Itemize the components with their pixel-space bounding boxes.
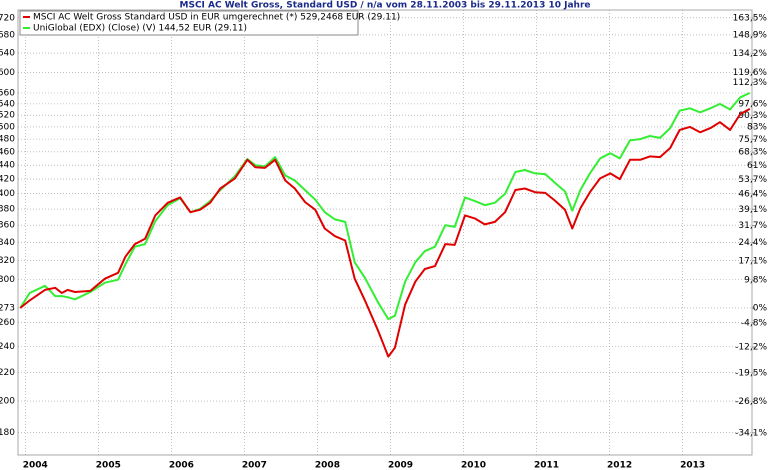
x-tick-label: 2008 — [315, 461, 340, 470]
series-line — [19, 108, 751, 358]
y-tick-label: 500 — [0, 122, 15, 132]
y-tick-label: 440 — [0, 161, 15, 171]
x-tick-label: 2010 — [461, 461, 486, 470]
y-tick-label: 480 — [0, 135, 15, 145]
y2-tick-label: 134,2% — [733, 49, 768, 59]
y-tick-label: 340 — [0, 238, 15, 248]
y2-tick-label: -19,5% — [735, 368, 767, 378]
y2-tick-label: 97,6% — [738, 100, 767, 110]
y-tick-label: 220 — [0, 368, 15, 378]
y2-tick-label: 61% — [747, 161, 767, 171]
y-tick-label: 460 — [0, 147, 15, 157]
y-tick-label: 520 — [0, 111, 15, 121]
y-tick-label: 273 — [0, 303, 15, 313]
y2-tick-label: 90,3% — [738, 111, 767, 121]
y-tick-label: 380 — [0, 205, 15, 215]
y2-tick-label: 31,7% — [738, 221, 767, 231]
y-tick-label: 540 — [0, 99, 15, 109]
y2-tick-label: -12,2% — [735, 342, 767, 352]
chart-title: MSCI AC Welt Gross, Standard USD / n/a v… — [180, 1, 591, 11]
y2-tick-label: 119,6% — [733, 68, 768, 78]
y2-tick-label: -4,8% — [741, 318, 768, 328]
y-tick-label: 720 — [0, 13, 15, 23]
y-tick-label: 260 — [0, 318, 15, 328]
y-tick-label: 360 — [0, 221, 15, 231]
y2-tick-label: 112,3% — [733, 78, 768, 88]
plot-frame — [17, 9, 753, 456]
y-tick-label: 180 — [0, 428, 15, 438]
y2-tick-label: 9,8% — [744, 276, 767, 286]
y2-tick-label: 68,3% — [738, 148, 767, 158]
legend-box — [19, 10, 359, 36]
y-tick-label: 200 — [0, 397, 15, 407]
y2-tick-label: 17,1% — [738, 256, 767, 266]
y2-tick-label: 75,7% — [738, 135, 767, 145]
x-tick-label: 2011 — [534, 461, 559, 470]
y2-tick-label: 53,7% — [738, 175, 767, 185]
y2-tick-label: 163,5% — [733, 14, 768, 24]
y2-tick-label: 24,4% — [738, 238, 767, 248]
y2-tick-label: 0% — [753, 304, 768, 314]
x-tick-label: 2007 — [242, 461, 267, 470]
x-tick-label: 2009 — [388, 461, 413, 470]
y2-tick-label: -26,8% — [735, 397, 767, 407]
y-tick-label: 560 — [0, 89, 15, 99]
y2-tick-label: 148,9% — [733, 31, 768, 41]
x-tick-label: 2004 — [23, 461, 48, 470]
y-tick-label: 640 — [0, 49, 15, 59]
y-tick-label: 400 — [0, 189, 15, 199]
y2-tick-label: 39,1% — [738, 205, 767, 215]
x-tick-label: 2006 — [169, 461, 194, 470]
y2-tick-label: 46,4% — [738, 189, 767, 199]
y2-tick-label: -34,1% — [735, 428, 767, 438]
x-tick-label: 2013 — [680, 461, 705, 470]
y-tick-label: 320 — [0, 256, 15, 266]
x-tick-label: 2005 — [96, 461, 121, 470]
legend-label: UniGlobal (EDX) (Close) (V) 144,52 EUR (… — [33, 24, 247, 34]
y-tick-label: 680 — [0, 30, 15, 40]
y-tick-label: 300 — [0, 275, 15, 285]
legend-label: MSCI AC Welt Gross Standard USD in EUR u… — [33, 13, 400, 23]
y-tick-label: 420 — [0, 175, 15, 185]
y-tick-label: 600 — [0, 68, 15, 78]
y2-tick-label: 83% — [747, 123, 767, 133]
x-tick-label: 2012 — [607, 461, 632, 470]
y-tick-label: 240 — [0, 342, 15, 352]
series-line — [19, 92, 751, 321]
